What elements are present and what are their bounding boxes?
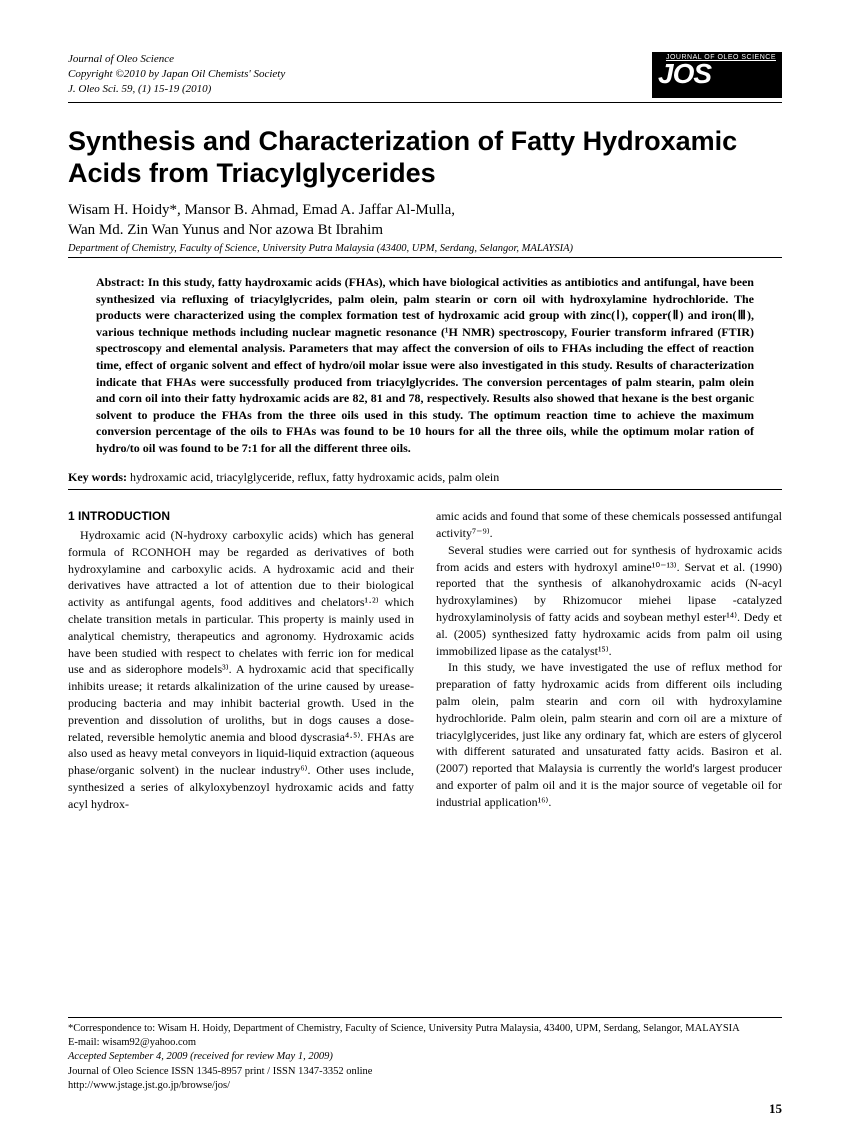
footer: *Correspondence to: Wisam H. Hoidy, Depa…	[68, 1017, 782, 1093]
email: E-mail: wisam92@yahoo.com	[68, 1036, 782, 1050]
journal-logo: JOURNAL OF OLEO SCIENCE JOS	[652, 52, 782, 98]
affiliation-rule	[68, 257, 782, 258]
accepted-date: Accepted September 4, 2009 (received for…	[68, 1050, 782, 1064]
keywords-text: hydroxamic acid, triacylglyceride, reflu…	[127, 470, 499, 484]
affiliation: Department of Chemistry, Faculty of Scie…	[68, 243, 782, 254]
correspondence: *Correspondence to: Wisam H. Hoidy, Depa…	[68, 1022, 782, 1036]
page-number: 15	[769, 1101, 782, 1117]
body-paragraph: Several studies were carried out for syn…	[436, 542, 782, 660]
body-columns: 1 INTRODUCTION Hydroxamic acid (N-hydrox…	[68, 508, 782, 812]
author-line: Wan Md. Zin Wan Yunus and Nor azowa Bt I…	[68, 220, 782, 240]
footer-rule	[68, 1017, 782, 1018]
keywords-label: Key words:	[68, 470, 127, 484]
abstract-label: Abstract:	[96, 275, 148, 289]
authors: Wisam H. Hoidy*, Mansor B. Ahmad, Emad A…	[68, 200, 782, 241]
body-paragraph: Hydroxamic acid (N-hydroxy carboxylic ac…	[68, 527, 414, 813]
header: Journal of Oleo Science Copyright ©2010 …	[68, 52, 782, 98]
body-paragraph: In this study, we have investigated the …	[436, 659, 782, 810]
column-left: 1 INTRODUCTION Hydroxamic acid (N-hydrox…	[68, 508, 414, 812]
header-rule	[68, 102, 782, 103]
keywords-rule	[68, 489, 782, 490]
section-heading: 1 INTRODUCTION	[68, 508, 414, 525]
logo-big-text: JOS	[658, 60, 711, 88]
article-title: Synthesis and Characterization of Fatty …	[68, 125, 782, 190]
body-paragraph: amic acids and found that some of these …	[436, 508, 782, 542]
keywords: Key words: hydroxamic acid, triacylglyce…	[68, 470, 782, 485]
journal-line: Copyright ©2010 by Japan Oil Chemists' S…	[68, 67, 285, 82]
abstract-text: Abstract: In this study, fatty haydroxam…	[96, 274, 754, 456]
url: http://www.jstage.jst.go.jp/browse/jos/	[68, 1079, 782, 1093]
author-line: Wisam H. Hoidy*, Mansor B. Ahmad, Emad A…	[68, 200, 782, 220]
abstract: Abstract: In this study, fatty haydroxam…	[68, 274, 782, 456]
column-right: amic acids and found that some of these …	[436, 508, 782, 812]
journal-line: J. Oleo Sci. 59, (1) 15-19 (2010)	[68, 82, 285, 97]
journal-line: Journal of Oleo Science	[68, 52, 285, 67]
abstract-body: In this study, fatty haydroxamic acids (…	[96, 275, 754, 454]
journal-info: Journal of Oleo Science Copyright ©2010 …	[68, 52, 285, 97]
issn: Journal of Oleo Science ISSN 1345-8957 p…	[68, 1065, 782, 1079]
